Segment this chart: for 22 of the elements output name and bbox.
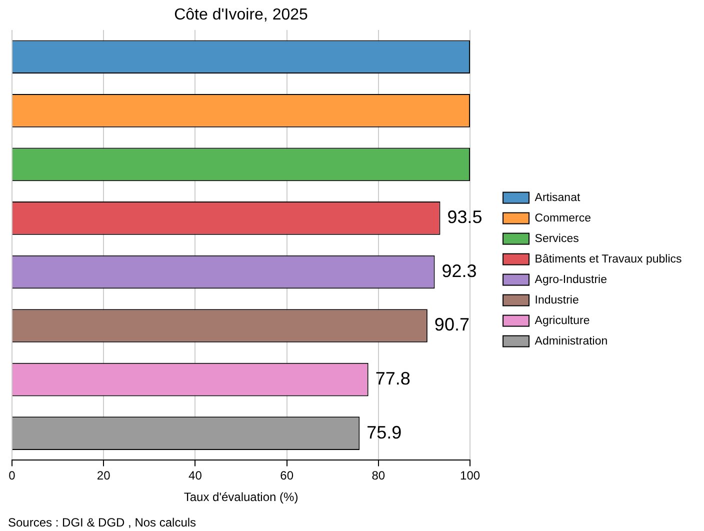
- legend-label: Agro-Industrie: [534, 274, 608, 286]
- chart-title: Côte d'Ivoire, 2025: [174, 6, 308, 24]
- x-tick-label: 0: [8, 468, 16, 483]
- legend-label: Agriculture: [534, 314, 590, 327]
- legend-label: Artisanat: [534, 192, 581, 204]
- x-tick-label: 100: [460, 468, 480, 483]
- x-tick-label: 20: [96, 468, 111, 483]
- legend-label: Commerce: [534, 212, 592, 224]
- legend-label: Administration: [534, 335, 608, 348]
- data-label: 75.9: [366, 422, 402, 442]
- source-note: Sources : DGI & DGD , Nos calculs: [8, 515, 196, 530]
- legend-label: Industrie: [534, 294, 579, 306]
- legend-label: Bâtiments et Travaux publics: [534, 253, 682, 266]
- data-label: 90.7: [434, 314, 470, 335]
- x-tick-label: 60: [280, 468, 294, 483]
- data-label: 92.3: [442, 260, 477, 281]
- data-label: 93.5: [447, 207, 482, 228]
- legend-label: Services: [534, 232, 580, 245]
- x-tick-label: 80: [372, 468, 386, 483]
- data-label: 77.8: [375, 368, 410, 389]
- x-tick-label: 40: [188, 468, 202, 483]
- x-axis-title: Taux d'évaluation (%): [184, 490, 298, 504]
